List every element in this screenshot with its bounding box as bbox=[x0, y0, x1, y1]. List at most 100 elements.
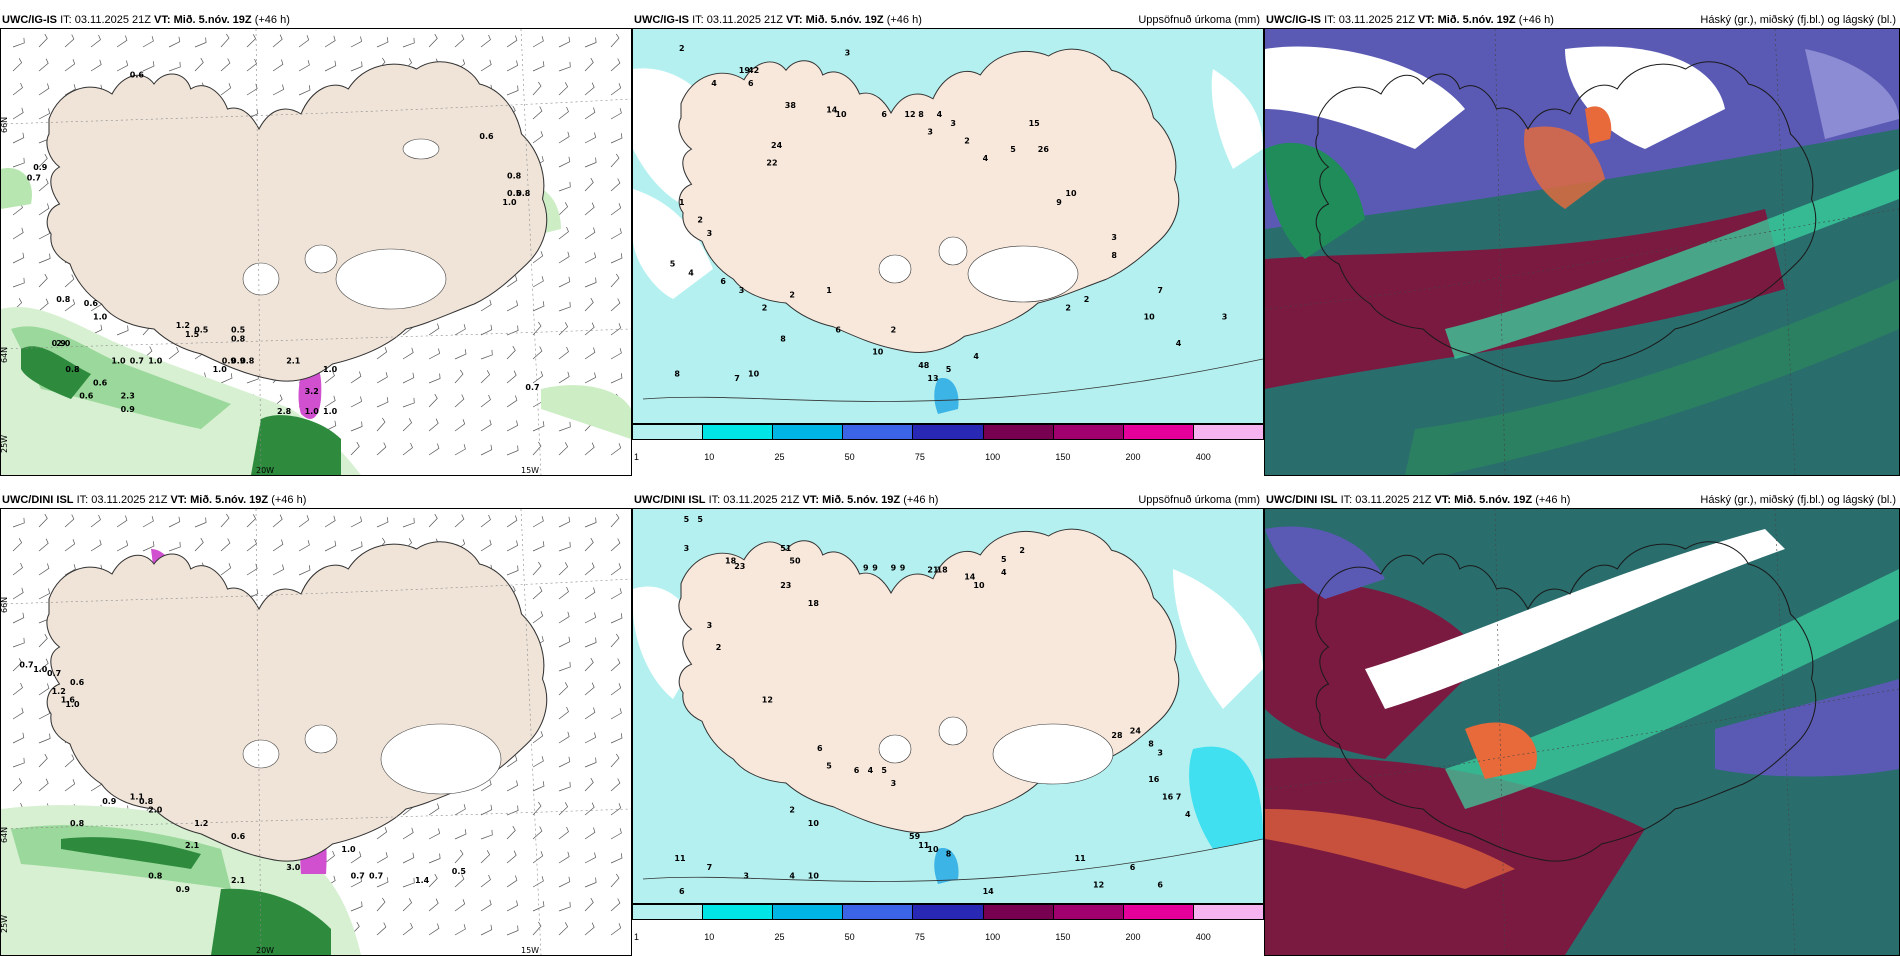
precip-value-label: 5 bbox=[684, 515, 690, 524]
colorbar-segment bbox=[843, 425, 914, 439]
map-wind-precip[interactable]: 66N 64N 25W 20W 15W 0.6 0.9 0.7 0.6 0.8 0.6 0.… bbox=[0, 28, 632, 476]
precip-value-label: 0.7 bbox=[130, 356, 144, 365]
colorbar-segment bbox=[773, 425, 844, 439]
precip-value-label: 0.9 bbox=[33, 163, 48, 172]
map-accumulated-precip[interactable]: 2 3 19 42 6 4 38 24 22 14 10 6 12 8 4 3 3 2 4 5 1 2 3 5 4 6 3 2 2 1 8 7… bbox=[632, 28, 1264, 424]
model-name: UWC/IG-IS bbox=[634, 14, 689, 26]
precip-values: 0.7 1.0 0.70.61.21.61.01.12.00.80.62.10.80… bbox=[19, 660, 466, 893]
precip-value-label: 1.0 bbox=[111, 356, 126, 365]
precip-value-label: 6 bbox=[679, 887, 685, 896]
valid-time-label: VT: bbox=[170, 494, 188, 506]
colorbar-ticks: 1 10 25 50 75 100 150 200 400 bbox=[632, 932, 1264, 944]
model-name: UWC/IG-IS bbox=[1266, 14, 1321, 26]
precip-value-label: 3.2 bbox=[305, 387, 319, 396]
map-cloud-cover[interactable] bbox=[1264, 28, 1900, 476]
precip-value-label: 3 bbox=[707, 229, 713, 238]
precip-value-label: 6 bbox=[835, 326, 841, 335]
precip-value-label: 10 bbox=[872, 348, 884, 357]
model-name: UWC/DINI ISL bbox=[634, 494, 706, 506]
colorbar-tick-label: 200 bbox=[1125, 932, 1141, 942]
precip-value-label: 10 bbox=[1144, 312, 1156, 321]
precip-value-label: 0.5 bbox=[194, 326, 209, 335]
colorbar-segment bbox=[633, 425, 704, 439]
colorbar-tick-label: 150 bbox=[1055, 932, 1071, 942]
precip-value-label: 6 bbox=[1157, 880, 1163, 889]
precip-value-label: 11 bbox=[674, 854, 686, 863]
precip-value-label: 0.7 bbox=[351, 872, 365, 881]
map-cloud-cover[interactable] bbox=[1264, 508, 1900, 956]
precip-value-label: 0.8 bbox=[231, 334, 246, 343]
precip-value-label: 50 bbox=[789, 557, 801, 566]
precip-value-label: 0.6 bbox=[93, 378, 108, 387]
init-time: IT: 03.11.2025 21Z bbox=[692, 14, 783, 26]
lead-time: (+46 h) bbox=[886, 14, 922, 26]
precip-value-label: 2 bbox=[1019, 546, 1025, 555]
precip-value-label: 0.9 bbox=[102, 797, 117, 806]
precip-value-label: 18 bbox=[725, 557, 737, 566]
colorbar-tick-label: 25 bbox=[774, 452, 785, 462]
precip-value-label: 3 bbox=[684, 544, 690, 553]
precip-value-label: 4 bbox=[688, 268, 694, 277]
precip-value-label: 3 bbox=[1111, 233, 1117, 242]
precip-value-label: 23 bbox=[734, 562, 745, 571]
precip-value-label: 0.6 bbox=[231, 832, 246, 841]
precip-value-label: 0.6 bbox=[479, 132, 494, 141]
lon-label-15w: 15W bbox=[521, 466, 539, 475]
precip-value-label: 51 bbox=[780, 544, 792, 553]
valid-time: Mið. 5.nóv. 19Z bbox=[173, 14, 252, 26]
precip-value-label: 5 bbox=[881, 766, 887, 775]
colorbar-tick-label: 1 bbox=[634, 932, 640, 942]
colorbar-tick-label: 400 bbox=[1195, 932, 1211, 942]
precip-value-label: 10 bbox=[1065, 189, 1077, 198]
precip-value-label: 0.8 bbox=[65, 365, 80, 374]
precip-value-label: 9 bbox=[872, 564, 878, 573]
init-time: IT: 03.11.2025 21Z bbox=[60, 14, 151, 26]
panel-ig-precip: UWC/IG-IS IT: 03.11.2025 21Z VT: Mið. 5.… bbox=[632, 12, 1264, 464]
glaciers bbox=[242, 723, 502, 795]
precip-value-label: 0.8 bbox=[516, 189, 531, 198]
map-accumulated-precip[interactable]: 5 5 3 18 23 51 50 23 18 9 9 9 9 21 18 14 10 5 4 2 3 2 12 6 5 6 4 5 3… bbox=[632, 508, 1264, 904]
precip-value-label: 7 bbox=[1176, 792, 1182, 801]
colorbar-tick-label: 50 bbox=[844, 452, 855, 462]
precip-value-label: 24 bbox=[1130, 726, 1142, 735]
precip-value-label: 6 bbox=[881, 110, 887, 119]
colorbar-tick-label: 10 bbox=[704, 452, 715, 462]
precip-value-label: 13 bbox=[927, 374, 938, 383]
precip-value-label: 28 bbox=[1111, 731, 1123, 740]
precip-value-label: 2.0 bbox=[56, 339, 71, 348]
valid-time: Mið. 5.nóv. 19Z bbox=[190, 494, 269, 506]
colorbar-segment bbox=[843, 905, 914, 919]
precip-value-label: 4 bbox=[983, 154, 989, 163]
map-wind-precip[interactable]: 66N 64N 25W 20W 15W 0.7 1.0 0.7 0.6 1.2 1.6 1.… bbox=[0, 508, 632, 956]
precip-value-label: 4 bbox=[711, 79, 717, 88]
valid-time-label: VT: bbox=[1418, 14, 1435, 26]
precip-value-label: 0.8 bbox=[139, 797, 154, 806]
precip-value-label: 23 bbox=[780, 581, 791, 590]
precip-value-label: 2 bbox=[679, 44, 685, 53]
precip-value-label: 0.6 bbox=[84, 299, 99, 308]
precip-value-label: 2.3 bbox=[121, 392, 135, 401]
precip-value-label: 18 bbox=[937, 565, 949, 574]
model-name: UWC/IG-IS bbox=[2, 14, 57, 26]
precip-value-label: 2 bbox=[697, 216, 703, 225]
colorbar-segment bbox=[633, 905, 704, 919]
precip-value-label: 1.0 bbox=[33, 665, 48, 674]
precip-value-label: 59 bbox=[909, 832, 921, 841]
precip-value-label: 7 bbox=[734, 374, 740, 383]
precip-value-label: 2.1 bbox=[185, 841, 200, 850]
colorbar-segment bbox=[703, 425, 774, 439]
precip-value-label: 16 bbox=[1162, 792, 1174, 801]
precip-value-label: 2 bbox=[891, 326, 897, 335]
precip-value-label: 0.8 bbox=[56, 295, 71, 304]
precip-value-label: 1.5 bbox=[185, 330, 200, 339]
precip-value-label: 8 bbox=[918, 110, 924, 119]
precip-value-label: 22 bbox=[766, 158, 777, 167]
panel-header: UWC/DINI ISL IT: 03.11.2025 21Z VT: Mið.… bbox=[0, 492, 632, 508]
precip-value-label: 9 bbox=[863, 564, 869, 573]
colorbar-segment bbox=[913, 905, 984, 919]
panel-ig-clouds: UWC/IG-IS IT: 03.11.2025 21Z VT: Mið. 5.… bbox=[1264, 12, 1900, 476]
precip-value-label: 8 bbox=[1148, 740, 1154, 749]
precip-value-label: 0.5 bbox=[507, 189, 522, 198]
